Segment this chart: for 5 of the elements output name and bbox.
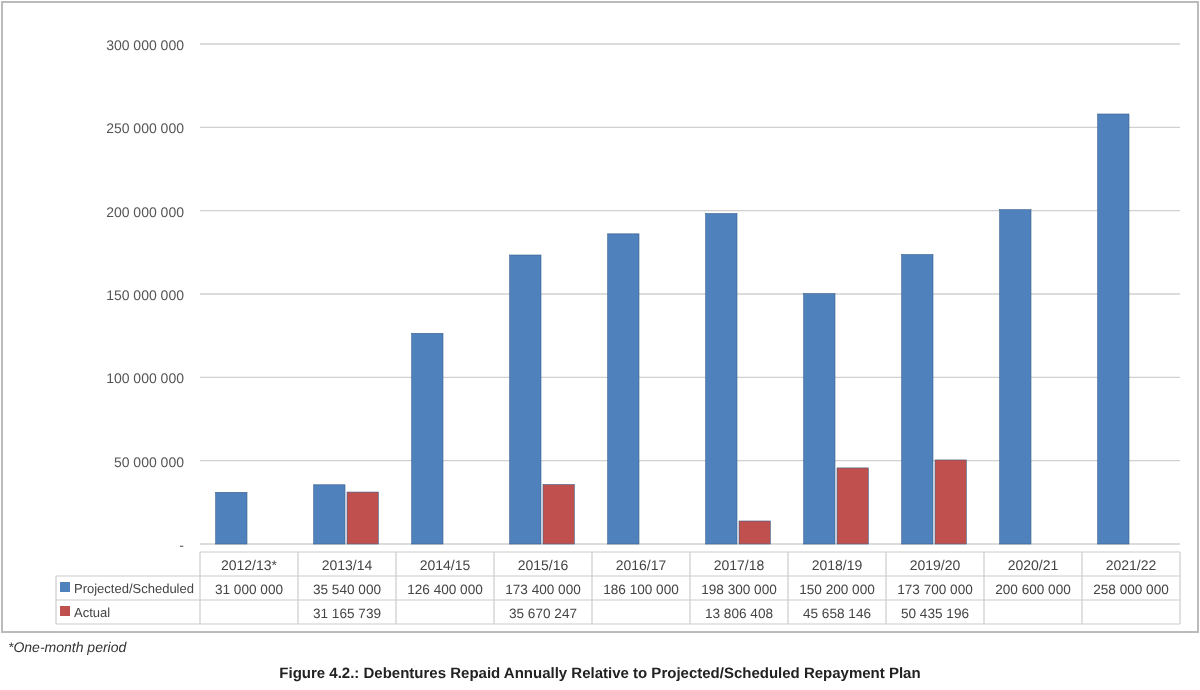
bar — [999, 209, 1032, 545]
bar — [607, 233, 640, 545]
bar — [215, 492, 248, 545]
bar — [1097, 113, 1130, 545]
bar — [411, 333, 444, 545]
